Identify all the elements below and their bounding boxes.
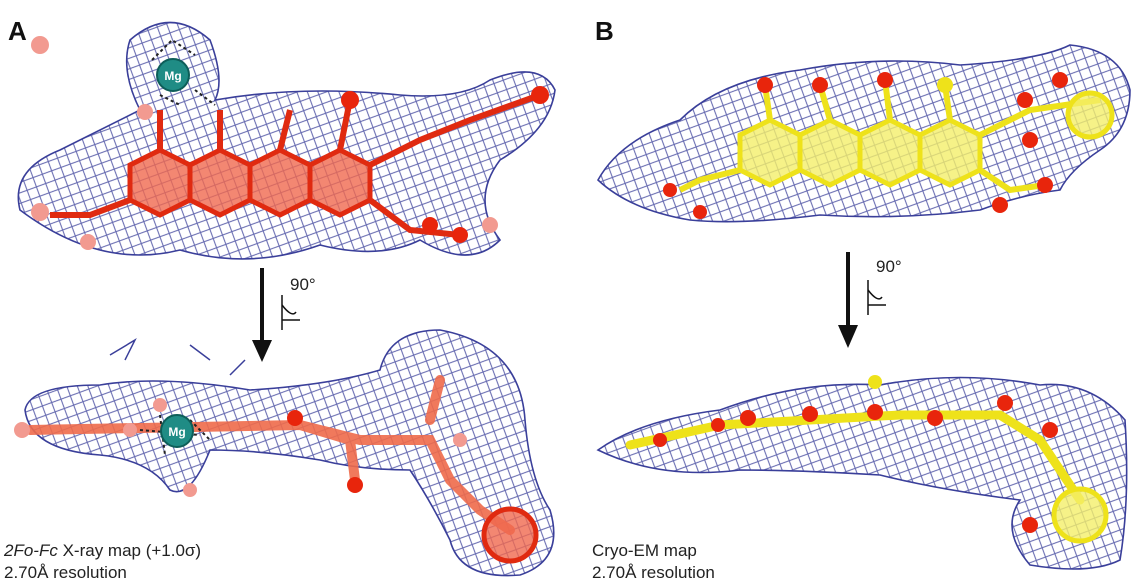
ion-label: Mg (168, 425, 185, 439)
rotation-indicator: 90° (252, 268, 316, 362)
caption-map: 2Fo-Fc X-ray map (+1.0σ) (3, 541, 201, 560)
density-mesh (18, 23, 555, 259)
density-mesh (25, 330, 554, 576)
rotation-label: 90° (290, 275, 316, 294)
panel-b-bottom (598, 375, 1127, 569)
caption-resolution: 2.70Å resolution (4, 563, 127, 582)
rotation-indicator: 90° (838, 252, 902, 348)
caption-map-text: X-ray map (+1.0σ) (63, 541, 202, 560)
caption-map-italic: 2Fo-Fc (3, 541, 58, 560)
figure: Mg Mg 90° (0, 0, 1132, 587)
panel-a-bottom: Mg (14, 330, 554, 576)
panel-a-top: Mg (18, 23, 555, 259)
rotation-label: 90° (876, 257, 902, 276)
panel-label: A (8, 16, 27, 46)
caption-map: Cryo-EM map (592, 541, 697, 560)
ion-label: Mg (164, 69, 181, 83)
panel-b-top (598, 45, 1130, 222)
caption-resolution: 2.70Å resolution (592, 563, 715, 582)
panel-label: B (595, 16, 614, 46)
